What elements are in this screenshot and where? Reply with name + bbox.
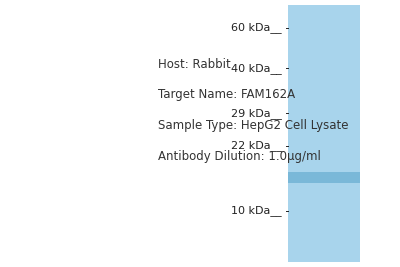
- Text: Host: Rabbit: Host: Rabbit: [158, 58, 231, 70]
- Text: 40 kDa__: 40 kDa__: [231, 63, 282, 73]
- Text: Target Name: FAM162A: Target Name: FAM162A: [158, 88, 295, 101]
- Text: 10 kDa__: 10 kDa__: [231, 206, 282, 216]
- Text: 60 kDa__: 60 kDa__: [231, 23, 282, 33]
- Text: 29 kDa__: 29 kDa__: [231, 108, 282, 119]
- Bar: [288, 172, 360, 183]
- Text: Sample Type: HepG2 Cell Lysate: Sample Type: HepG2 Cell Lysate: [158, 119, 348, 132]
- Text: Antibody Dilution: 1.0µg/ml: Antibody Dilution: 1.0µg/ml: [158, 150, 321, 163]
- Text: 22 kDa__: 22 kDa__: [231, 140, 282, 151]
- Bar: [288, 5, 360, 262]
